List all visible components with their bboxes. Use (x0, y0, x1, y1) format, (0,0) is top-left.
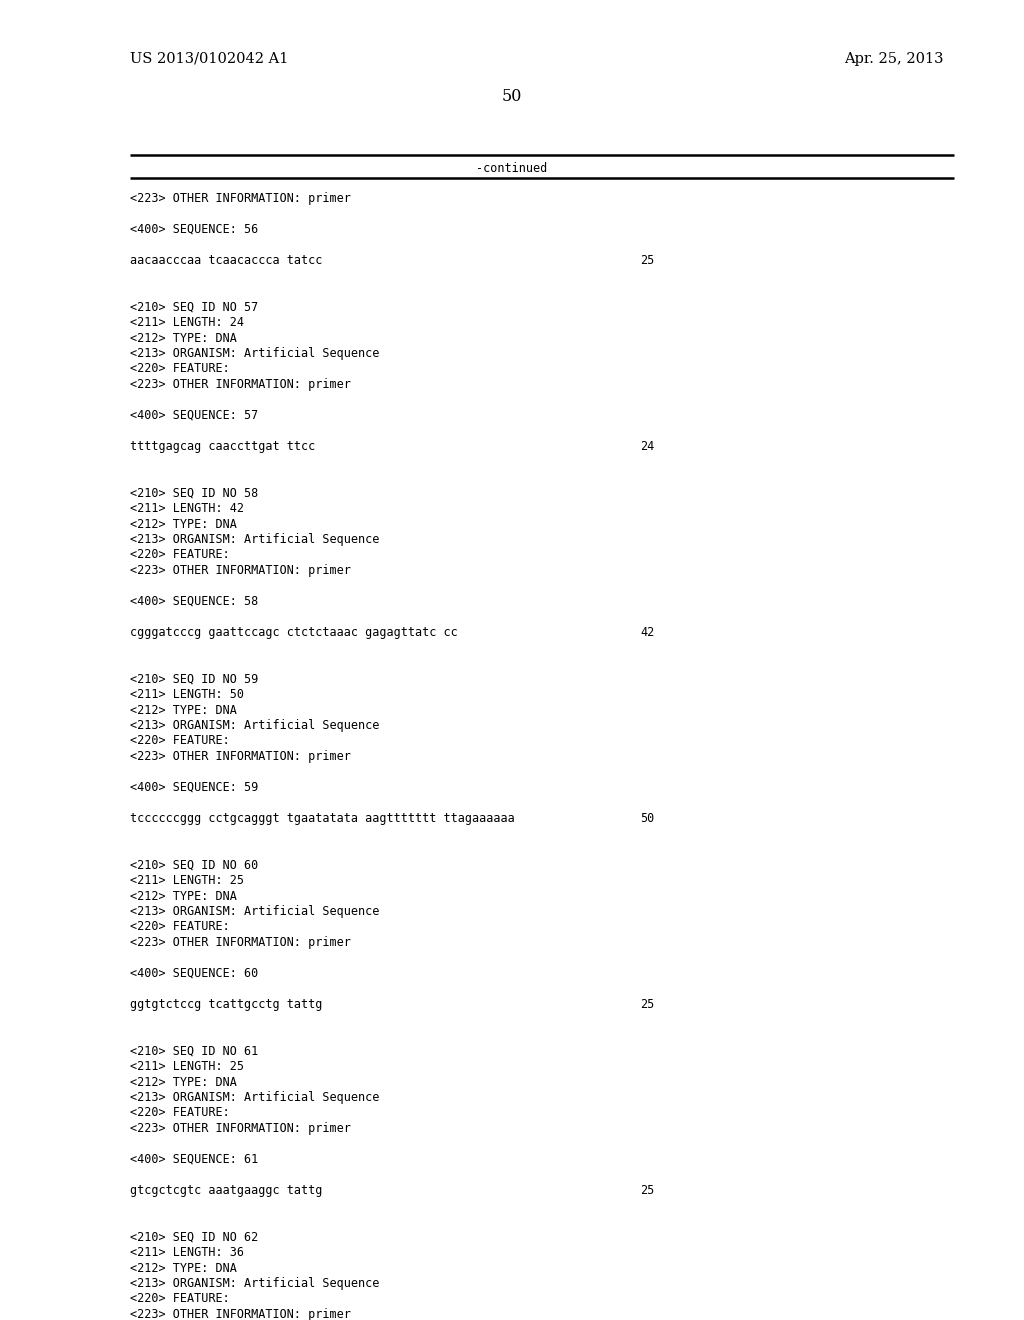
Text: 25: 25 (640, 998, 654, 1011)
Text: <212> TYPE: DNA: <212> TYPE: DNA (130, 517, 237, 531)
Text: Apr. 25, 2013: Apr. 25, 2013 (845, 51, 944, 66)
Text: <223> OTHER INFORMATION: primer: <223> OTHER INFORMATION: primer (130, 191, 351, 205)
Text: <400> SEQUENCE: 57: <400> SEQUENCE: 57 (130, 409, 258, 422)
Text: <220> FEATURE:: <220> FEATURE: (130, 1292, 229, 1305)
Text: 50: 50 (640, 812, 654, 825)
Text: <210> SEQ ID NO 60: <210> SEQ ID NO 60 (130, 858, 258, 871)
Text: <212> TYPE: DNA: <212> TYPE: DNA (130, 1262, 237, 1275)
Text: <213> ORGANISM: Artificial Sequence: <213> ORGANISM: Artificial Sequence (130, 1276, 379, 1290)
Text: <211> LENGTH: 25: <211> LENGTH: 25 (130, 874, 244, 887)
Text: <220> FEATURE:: <220> FEATURE: (130, 734, 229, 747)
Text: <212> TYPE: DNA: <212> TYPE: DNA (130, 331, 237, 345)
Text: US 2013/0102042 A1: US 2013/0102042 A1 (130, 51, 289, 66)
Text: <212> TYPE: DNA: <212> TYPE: DNA (130, 1076, 237, 1089)
Text: <211> LENGTH: 36: <211> LENGTH: 36 (130, 1246, 244, 1259)
Text: aacaacccaa tcaacaccca tatcc: aacaacccaa tcaacaccca tatcc (130, 253, 323, 267)
Text: <210> SEQ ID NO 62: <210> SEQ ID NO 62 (130, 1230, 258, 1243)
Text: <213> ORGANISM: Artificial Sequence: <213> ORGANISM: Artificial Sequence (130, 1092, 379, 1104)
Text: cgggatcccg gaattccagc ctctctaaac gagagttatc cc: cgggatcccg gaattccagc ctctctaaac gagagtt… (130, 626, 458, 639)
Text: <211> LENGTH: 25: <211> LENGTH: 25 (130, 1060, 244, 1073)
Text: <211> LENGTH: 42: <211> LENGTH: 42 (130, 502, 244, 515)
Text: <211> LENGTH: 50: <211> LENGTH: 50 (130, 688, 244, 701)
Text: <223> OTHER INFORMATION: primer: <223> OTHER INFORMATION: primer (130, 750, 351, 763)
Text: <210> SEQ ID NO 58: <210> SEQ ID NO 58 (130, 487, 258, 499)
Text: gtcgctcgtc aaatgaaggc tattg: gtcgctcgtc aaatgaaggc tattg (130, 1184, 323, 1197)
Text: ttttgagcag caaccttgat ttcc: ttttgagcag caaccttgat ttcc (130, 440, 315, 453)
Text: 25: 25 (640, 1184, 654, 1197)
Text: <400> SEQUENCE: 61: <400> SEQUENCE: 61 (130, 1152, 258, 1166)
Text: 50: 50 (502, 88, 522, 106)
Text: <400> SEQUENCE: 59: <400> SEQUENCE: 59 (130, 781, 258, 795)
Text: <212> TYPE: DNA: <212> TYPE: DNA (130, 890, 237, 903)
Text: <223> OTHER INFORMATION: primer: <223> OTHER INFORMATION: primer (130, 1308, 351, 1320)
Text: 24: 24 (640, 440, 654, 453)
Text: <213> ORGANISM: Artificial Sequence: <213> ORGANISM: Artificial Sequence (130, 533, 379, 546)
Text: <223> OTHER INFORMATION: primer: <223> OTHER INFORMATION: primer (130, 1122, 351, 1135)
Text: <213> ORGANISM: Artificial Sequence: <213> ORGANISM: Artificial Sequence (130, 906, 379, 917)
Text: <212> TYPE: DNA: <212> TYPE: DNA (130, 704, 237, 717)
Text: tccccccggg cctgcagggt tgaatatata aagttttttt ttagaaaaaa: tccccccggg cctgcagggt tgaatatata aagtttt… (130, 812, 515, 825)
Text: <400> SEQUENCE: 60: <400> SEQUENCE: 60 (130, 968, 258, 979)
Text: <213> ORGANISM: Artificial Sequence: <213> ORGANISM: Artificial Sequence (130, 347, 379, 360)
Text: <220> FEATURE:: <220> FEATURE: (130, 1106, 229, 1119)
Text: <223> OTHER INFORMATION: primer: <223> OTHER INFORMATION: primer (130, 936, 351, 949)
Text: <210> SEQ ID NO 61: <210> SEQ ID NO 61 (130, 1044, 258, 1057)
Text: <220> FEATURE:: <220> FEATURE: (130, 363, 229, 375)
Text: -continued: -continued (476, 162, 548, 176)
Text: <211> LENGTH: 24: <211> LENGTH: 24 (130, 315, 244, 329)
Text: <400> SEQUENCE: 56: <400> SEQUENCE: 56 (130, 223, 258, 236)
Text: 42: 42 (640, 626, 654, 639)
Text: <223> OTHER INFORMATION: primer: <223> OTHER INFORMATION: primer (130, 378, 351, 391)
Text: <223> OTHER INFORMATION: primer: <223> OTHER INFORMATION: primer (130, 564, 351, 577)
Text: <210> SEQ ID NO 57: <210> SEQ ID NO 57 (130, 301, 258, 314)
Text: <210> SEQ ID NO 59: <210> SEQ ID NO 59 (130, 672, 258, 685)
Text: 25: 25 (640, 253, 654, 267)
Text: ggtgtctccg tcattgcctg tattg: ggtgtctccg tcattgcctg tattg (130, 998, 323, 1011)
Text: <220> FEATURE:: <220> FEATURE: (130, 549, 229, 561)
Text: <400> SEQUENCE: 58: <400> SEQUENCE: 58 (130, 595, 258, 609)
Text: <213> ORGANISM: Artificial Sequence: <213> ORGANISM: Artificial Sequence (130, 719, 379, 733)
Text: <220> FEATURE:: <220> FEATURE: (130, 920, 229, 933)
